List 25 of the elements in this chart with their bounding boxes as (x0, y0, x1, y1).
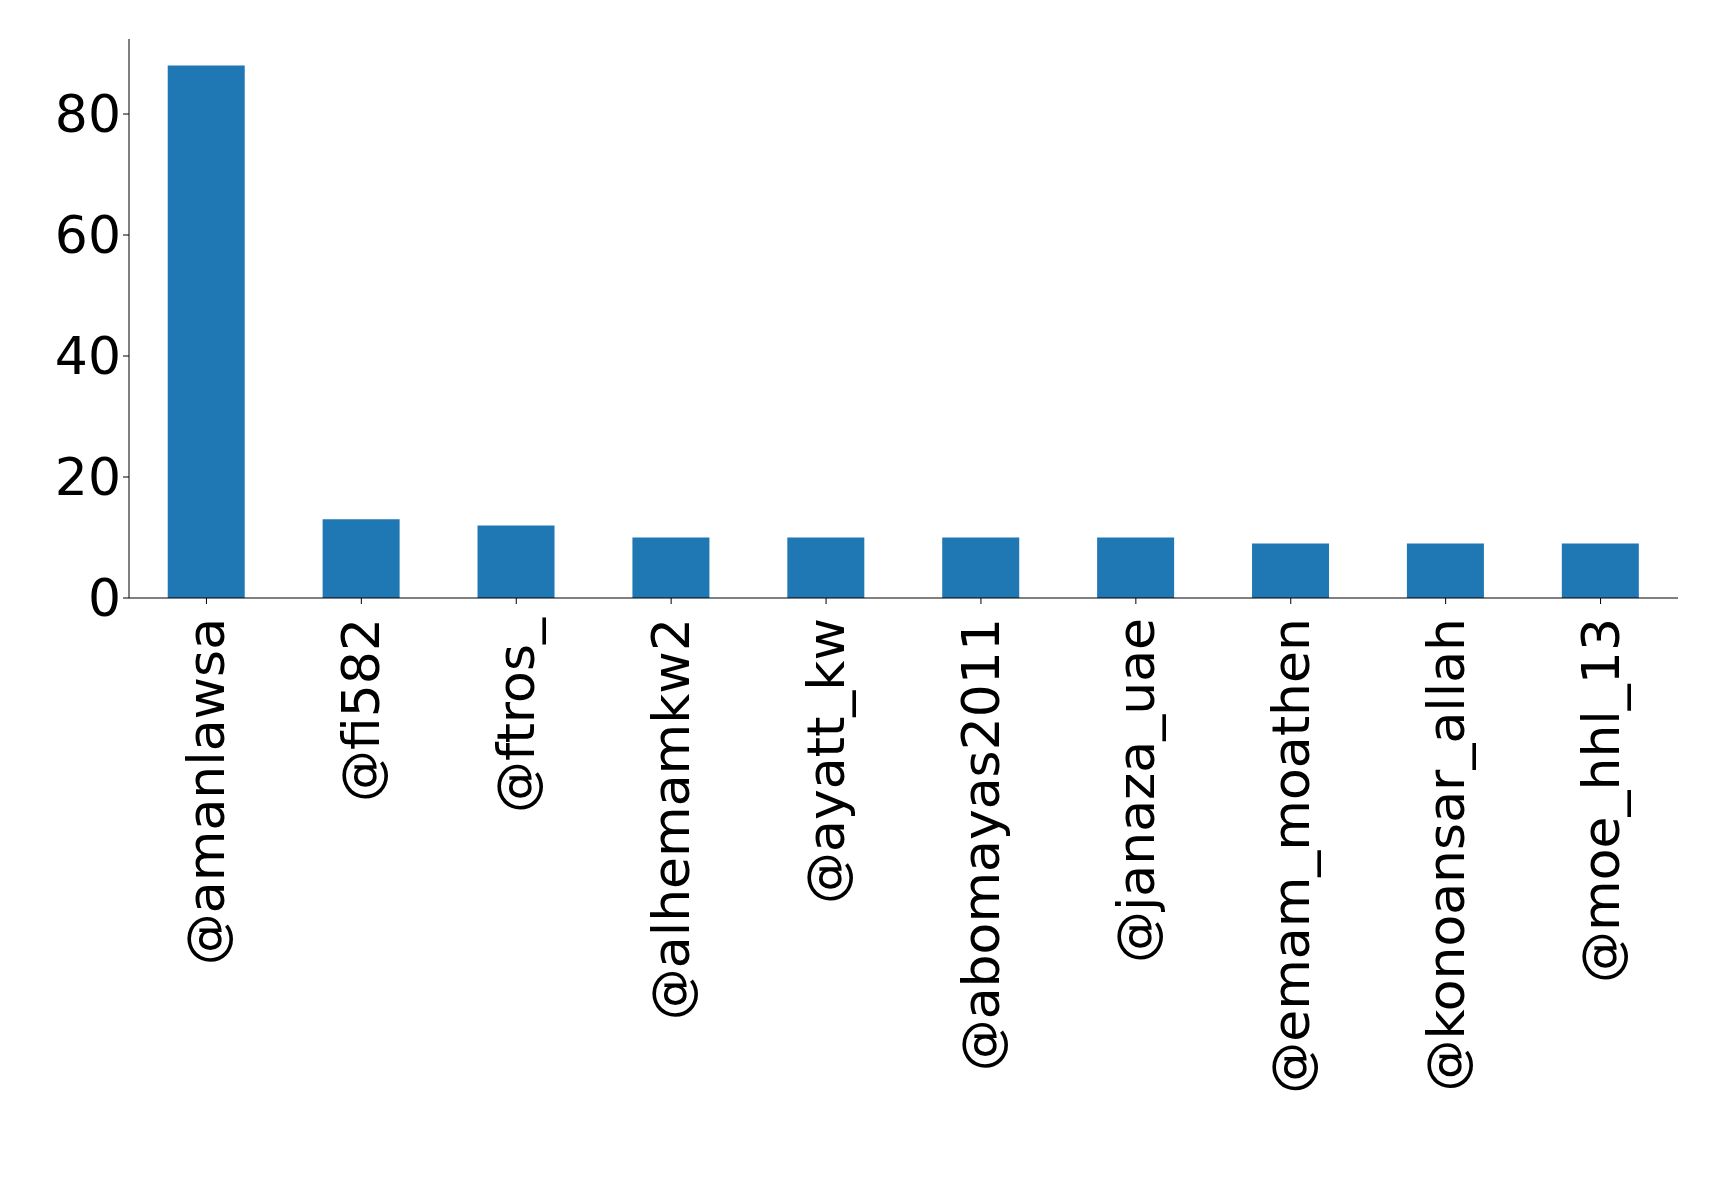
bar (942, 537, 1020, 598)
x-tick-label: @amanlawsa (176, 618, 237, 966)
x-tick-label: @abomayas2011 (950, 618, 1011, 1072)
x-tick-label: @emam_moathen (1260, 618, 1321, 1094)
y-tick-label: 20 (54, 447, 121, 508)
bar (1406, 543, 1484, 598)
x-tick-label: @ayatt_kw (796, 618, 857, 904)
y-tick-label: 40 (54, 326, 121, 387)
y-tick-label: 0 (87, 568, 121, 629)
y-tick-label: 80 (54, 84, 121, 145)
bar (477, 525, 555, 598)
bar (1252, 543, 1330, 598)
x-tick-label: @konoansar_allah (1415, 618, 1476, 1092)
bar (1561, 543, 1639, 598)
bar (787, 537, 865, 598)
y-tick-label: 60 (54, 205, 121, 266)
bar (1097, 537, 1175, 598)
x-tick-label: @fi582 (331, 618, 392, 803)
bar (632, 537, 710, 598)
x-tick-label: @alhemamkw2 (641, 618, 702, 1021)
bar (167, 65, 245, 598)
bar (322, 519, 400, 598)
x-tick-label: @ftros_ (486, 617, 547, 813)
x-tick-label: @janaza_uae (1105, 618, 1166, 964)
x-tick-label: @moe_hhl_13 (1570, 618, 1631, 983)
